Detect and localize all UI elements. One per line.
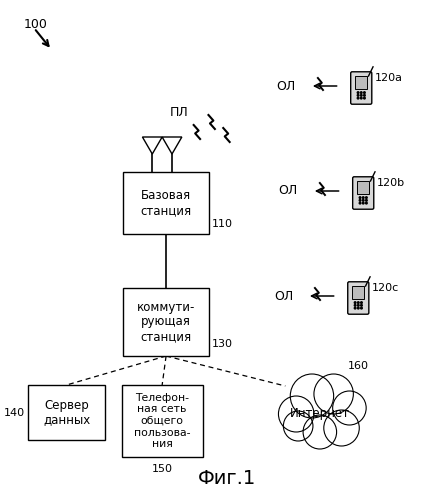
Text: 160: 160: [347, 361, 368, 371]
FancyBboxPatch shape: [355, 76, 367, 89]
Text: Фиг.1: Фиг.1: [198, 468, 256, 487]
FancyBboxPatch shape: [357, 181, 369, 194]
Text: 110: 110: [211, 219, 232, 229]
Text: Интернет: Интернет: [290, 406, 350, 420]
Circle shape: [358, 308, 359, 309]
Circle shape: [366, 197, 367, 198]
Circle shape: [357, 98, 359, 99]
Text: ОЛ: ОЛ: [274, 290, 293, 302]
Circle shape: [360, 92, 362, 94]
Circle shape: [357, 92, 359, 94]
FancyBboxPatch shape: [348, 282, 369, 314]
Circle shape: [333, 391, 366, 425]
Circle shape: [314, 374, 354, 414]
Circle shape: [359, 197, 361, 198]
Circle shape: [303, 415, 337, 449]
Text: 150: 150: [152, 464, 173, 474]
Text: Базовая
станция: Базовая станция: [140, 189, 192, 217]
Text: ОЛ: ОЛ: [278, 184, 298, 198]
Circle shape: [360, 98, 362, 99]
Text: 100: 100: [24, 18, 48, 31]
Text: 120b: 120b: [377, 178, 405, 188]
FancyBboxPatch shape: [122, 385, 202, 457]
Circle shape: [354, 308, 356, 309]
FancyBboxPatch shape: [351, 72, 372, 104]
Circle shape: [360, 94, 362, 96]
FancyBboxPatch shape: [28, 385, 105, 440]
Circle shape: [283, 411, 313, 441]
Circle shape: [359, 202, 361, 204]
Text: коммути-
рующая
станция: коммути- рующая станция: [137, 300, 195, 344]
Circle shape: [358, 304, 359, 306]
Circle shape: [290, 374, 333, 418]
Circle shape: [363, 200, 364, 201]
Circle shape: [357, 94, 359, 96]
Circle shape: [354, 302, 356, 304]
Text: 130: 130: [211, 339, 232, 349]
Circle shape: [361, 308, 362, 309]
Text: 140: 140: [4, 408, 25, 418]
Circle shape: [366, 202, 367, 204]
Circle shape: [354, 304, 356, 306]
Circle shape: [363, 202, 364, 204]
Circle shape: [278, 396, 314, 432]
Circle shape: [359, 200, 361, 201]
Text: 120a: 120a: [375, 73, 403, 83]
Circle shape: [363, 98, 365, 99]
Circle shape: [361, 302, 362, 304]
Circle shape: [358, 302, 359, 304]
Text: ПЛ: ПЛ: [169, 106, 188, 118]
Text: Телефон-
ная сеть
общего
пользова-
ния: Телефон- ная сеть общего пользова- ния: [134, 393, 190, 449]
Polygon shape: [143, 137, 162, 154]
Circle shape: [324, 410, 359, 446]
Circle shape: [361, 304, 362, 306]
FancyBboxPatch shape: [353, 177, 374, 209]
Text: ОЛ: ОЛ: [277, 80, 296, 92]
Circle shape: [363, 94, 365, 96]
Text: 120c: 120c: [372, 283, 399, 293]
Text: Сервер
данных: Сервер данных: [43, 398, 90, 426]
Circle shape: [366, 200, 367, 201]
FancyBboxPatch shape: [352, 286, 364, 299]
Circle shape: [363, 197, 364, 198]
Circle shape: [363, 92, 365, 94]
FancyBboxPatch shape: [123, 288, 210, 356]
FancyBboxPatch shape: [123, 172, 210, 234]
Polygon shape: [162, 137, 182, 154]
